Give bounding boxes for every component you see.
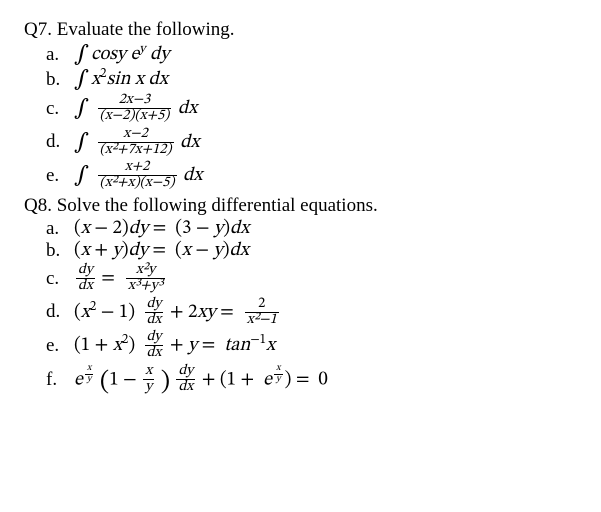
q8c-expr: dy dx = x²y x³+y³ <box>74 263 167 294</box>
q7-item-a: a. ∫cosy ey dy <box>46 42 577 67</box>
q7e-expr: ∫ x+2 (x²+x)(x−5) dx <box>74 160 202 191</box>
exp-den: y <box>274 374 283 385</box>
q8b-expr: (x + y)dy = (x − y)dx <box>74 241 249 261</box>
item-label: a. <box>46 45 74 65</box>
q7-list: a. ∫cosy ey dy b. ∫x2sin x dx c. ∫ 2x−3 … <box>24 42 577 193</box>
frac-den: y <box>143 379 154 395</box>
frac-num: dy <box>76 263 95 278</box>
frac-den: dx <box>145 312 164 328</box>
frac-num: dy <box>145 297 164 312</box>
q7d-expr: ∫ x−2 (x²+7x+12) dx <box>74 127 199 158</box>
frac-num: 2 <box>256 297 267 312</box>
item-label: e. <box>46 336 74 356</box>
q7b-expr: ∫x2sin x dx <box>74 68 168 91</box>
q7-item-d: d. ∫ x−2 (x²+7x+12) dx <box>46 126 577 159</box>
frac-den: dx <box>176 379 195 395</box>
frac-num: x <box>143 364 154 379</box>
q8f-expr: exy (1 − x y ) dy dx + (1 + exy) = 0 <box>74 364 328 397</box>
frac-den: (x−2)(x+5) <box>98 108 172 124</box>
q8-heading: Q8. Solve the following differential equ… <box>24 196 577 216</box>
item-label: b. <box>46 241 74 261</box>
frac-den: (x²+7x+12) <box>98 142 174 158</box>
q8-item-f: f. exy (1 − x y ) dy dx + (1 + exy) = 0 <box>46 363 577 398</box>
q8-item-e: e. (1 + x2) dy dx + y = tan−1x <box>46 329 577 362</box>
q8-list: a. (x − 2)dy = (3 − y)dx b. (x + y)dy = … <box>24 218 577 397</box>
item-label: c. <box>46 269 74 289</box>
frac-den: x³+y³ <box>126 278 165 294</box>
item-label: e. <box>46 166 74 186</box>
q8-item-c: c. dy dx = x²y x³+y³ <box>46 262 577 295</box>
q8-item-b: b. (x + y)dy = (x − y)dx <box>46 240 577 262</box>
exp-den: y <box>85 374 94 385</box>
item-label: d. <box>46 302 74 322</box>
frac-den: x²−1 <box>245 312 279 328</box>
frac-num: x−2 <box>121 127 150 142</box>
q8-item-d: d. (x2 − 1) dy dx + 2xy = 2 x²−1 <box>46 296 577 329</box>
q7-item-e: e. ∫ x+2 (x²+x)(x−5) dx <box>46 159 577 192</box>
q7c-expr: ∫ 2x−3 (x−2)(x+5) dx <box>74 93 197 124</box>
item-label: c. <box>46 99 74 119</box>
q8-item-a: a. (x − 2)dy = (3 − y)dx <box>46 218 577 240</box>
frac-num: dy <box>145 330 164 345</box>
frac-num: x+2 <box>123 160 152 175</box>
item-label: a. <box>46 219 74 239</box>
exp-num: x <box>85 364 94 374</box>
q8e-expr: (1 + x2) dy dx + y = tan−1x <box>74 330 275 361</box>
q7-heading: Q7. Evaluate the following. <box>24 20 577 40</box>
item-label: f. <box>46 370 74 390</box>
q8d-expr: (x2 − 1) dy dx + 2xy = 2 x²−1 <box>74 297 281 328</box>
frac-num: 2x−3 <box>117 93 153 108</box>
q7-item-c: c. ∫ 2x−3 (x−2)(x+5) dx <box>46 92 577 125</box>
frac-num: dy <box>176 364 195 379</box>
frac-den: (x²+x)(x−5) <box>98 175 177 191</box>
frac-num: x²y <box>134 263 157 278</box>
q8a-expr: (x − 2)dy = (3 − y)dx <box>74 219 249 239</box>
q7-item-b: b. ∫x2sin x dx <box>46 67 577 92</box>
item-label: b. <box>46 70 74 90</box>
exp-num: x <box>274 364 283 374</box>
item-label: d. <box>46 132 74 152</box>
frac-den: dx <box>76 278 95 294</box>
frac-den: dx <box>145 345 164 361</box>
q7a-expr: ∫cosy ey dy <box>74 43 169 66</box>
